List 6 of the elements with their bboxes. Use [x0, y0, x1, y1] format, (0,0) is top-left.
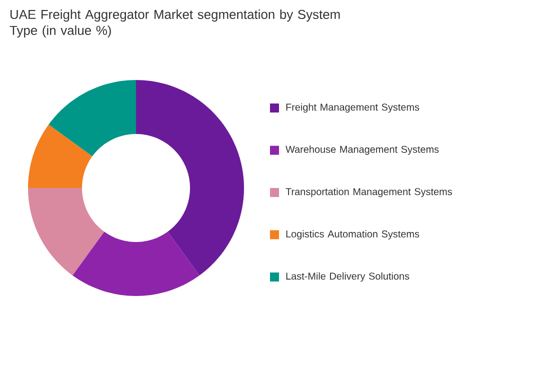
legend-label: Warehouse Management Systems — [286, 146, 439, 155]
chart-title: UAE Freight Aggregator Market segmentation by System Type (in value %) — [10, 10, 340, 38]
legend-label: Logistics Automation Systems — [286, 230, 420, 240]
legend-label: Transportation Management Systems — [286, 188, 452, 198]
legend-label: Last-Mile Delivery Solutions — [286, 272, 410, 282]
legend-label: Freight Management Systems — [286, 103, 420, 113]
